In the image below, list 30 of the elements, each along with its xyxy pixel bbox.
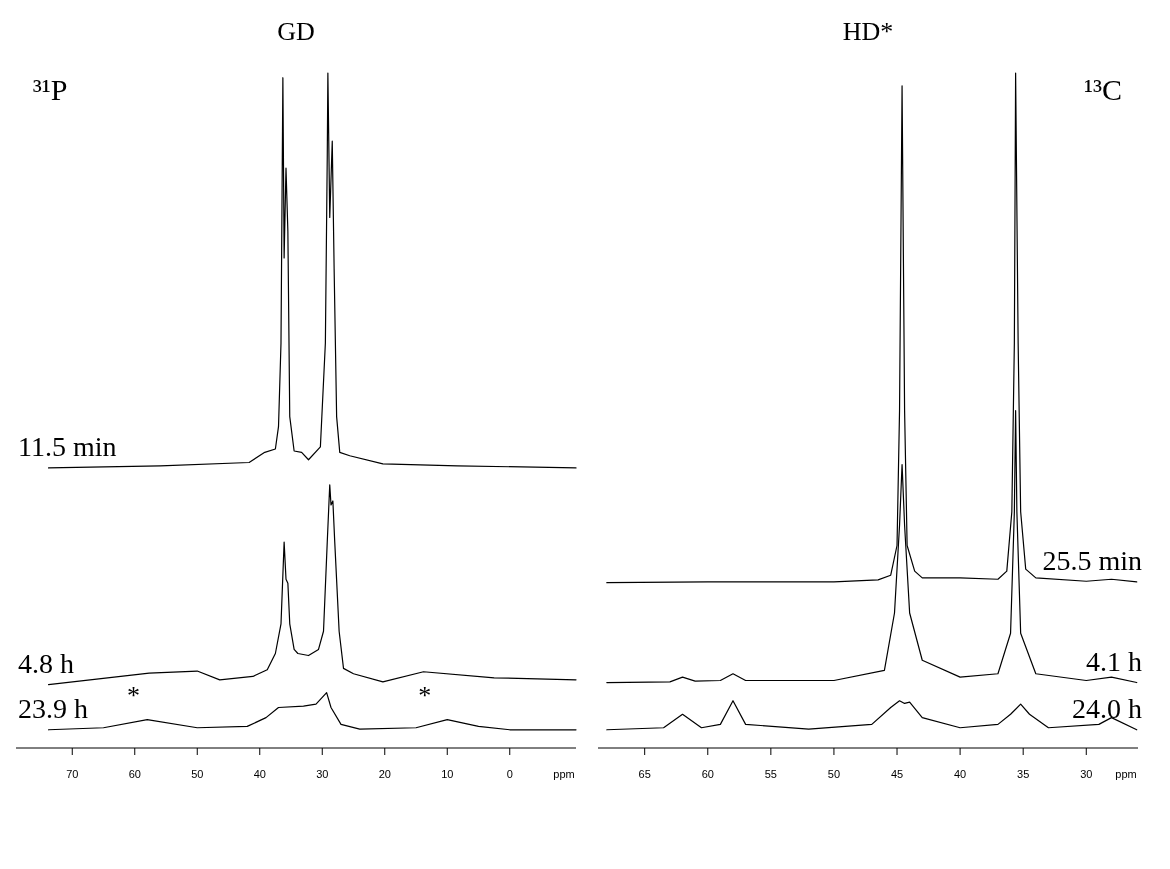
x-tick-label: 50 [191, 768, 204, 780]
annotation: ³¹P [32, 73, 68, 106]
x-tick-label: 30 [1080, 768, 1093, 780]
x-axis-title: ppm [553, 768, 575, 780]
annotation: ¹³C [1084, 73, 1122, 106]
series-label: 25.5 min [1042, 544, 1142, 576]
x-tick-label: 40 [253, 768, 266, 780]
x-tick-label: 60 [701, 768, 714, 780]
x-tick-label: 70 [66, 768, 79, 780]
x-tick-label: 45 [890, 768, 904, 780]
annotation: * [127, 681, 141, 711]
series-label: 4.1 h [1086, 645, 1142, 677]
series-label: 23.9 h [18, 692, 88, 724]
series-label: 11.5 min [18, 430, 117, 462]
x-tick-label: 60 [128, 768, 141, 780]
x-tick-label: 20 [378, 768, 391, 780]
x-tick-label: 35 [1017, 768, 1030, 780]
x-axis-title: ppm [1115, 768, 1137, 780]
annotation: * [418, 681, 432, 711]
series-label: 24.0 h [1072, 692, 1142, 724]
x-tick-label: 10 [441, 768, 454, 780]
x-tick-label: 55 [764, 768, 777, 780]
series-label: 4.8 h [18, 647, 74, 679]
x-tick-label: 30 [316, 768, 329, 780]
x-tick-label: 50 [827, 768, 841, 780]
x-tick-label: 40 [953, 768, 967, 780]
x-tick-label: 65 [638, 768, 651, 780]
chart-title: HD* [842, 17, 894, 46]
x-tick-label: 0 [506, 768, 513, 780]
chart-title: GD [277, 17, 315, 46]
